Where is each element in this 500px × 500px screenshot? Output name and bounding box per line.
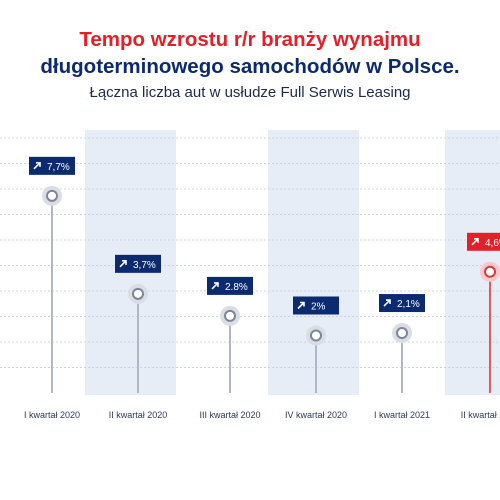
arrow-up-right-icon: [471, 238, 479, 246]
value-label: 3,7%: [115, 254, 161, 273]
value-label: 2,1%: [379, 294, 425, 313]
value-label: 7,7%: [29, 156, 75, 175]
value-label-box: [29, 156, 75, 175]
lollipop-point: [132, 287, 144, 300]
chart-title-line2: długoterminowego samochodów w Polsce.: [40, 55, 460, 78]
value-label-box: [207, 276, 253, 295]
arrow-up-right-icon: [33, 162, 41, 170]
background-band: [268, 130, 359, 395]
lollipop-point: [224, 309, 236, 322]
value-label-text: 3,7%: [133, 260, 156, 271]
value-label-text: 4,6%: [485, 238, 500, 249]
arrow-up-right-icon: [297, 301, 305, 310]
lollipop-point: [46, 189, 58, 202]
value-label-text: 2,1%: [397, 299, 420, 310]
x-tick-label: III kwartał 2020: [199, 410, 260, 420]
arrow-up-right-icon: [211, 282, 219, 290]
x-axis-labels: I kwartał 2020 II kwartał 2020 III kwartał…: [24, 410, 500, 420]
x-tick-label: I kwartał 2020: [24, 410, 80, 420]
arrow-up-right-icon: [119, 260, 127, 268]
lollipop-point: [310, 329, 322, 342]
chart-title-line1: Tempo wzrostu r/r branży wynajmu: [79, 28, 421, 51]
arrow-up-right-icon: [383, 299, 391, 307]
value-label-text: 2%: [311, 302, 326, 313]
chart-subtitle: Łączna liczba aut w usłudze Full Serwis …: [89, 84, 411, 101]
value-label: 4,6%: [467, 232, 500, 251]
value-label-box: [379, 294, 425, 313]
value-label-box: [115, 254, 161, 273]
x-tick-label: I kwartał 2021: [374, 410, 430, 420]
value-label-box: [293, 296, 339, 315]
value-label-text: 2.8%: [225, 282, 248, 293]
x-tick-label: II kwartał 2020: [109, 410, 168, 420]
x-tick-label: IV kwartał 2020: [285, 410, 347, 420]
x-tick-label: II kwartał 2021: [461, 410, 500, 420]
value-label: 2.8%: [207, 276, 253, 295]
value-label-box: [467, 232, 500, 251]
value-label: 2%: [293, 296, 339, 315]
value-label-text: 7,7%: [47, 162, 70, 173]
lollipop-point: [396, 327, 408, 340]
data-marks: 7,7% 3,7% 2.8% 2% 2,1% 4,6%: [29, 156, 500, 393]
lollipop-point: [484, 265, 496, 278]
